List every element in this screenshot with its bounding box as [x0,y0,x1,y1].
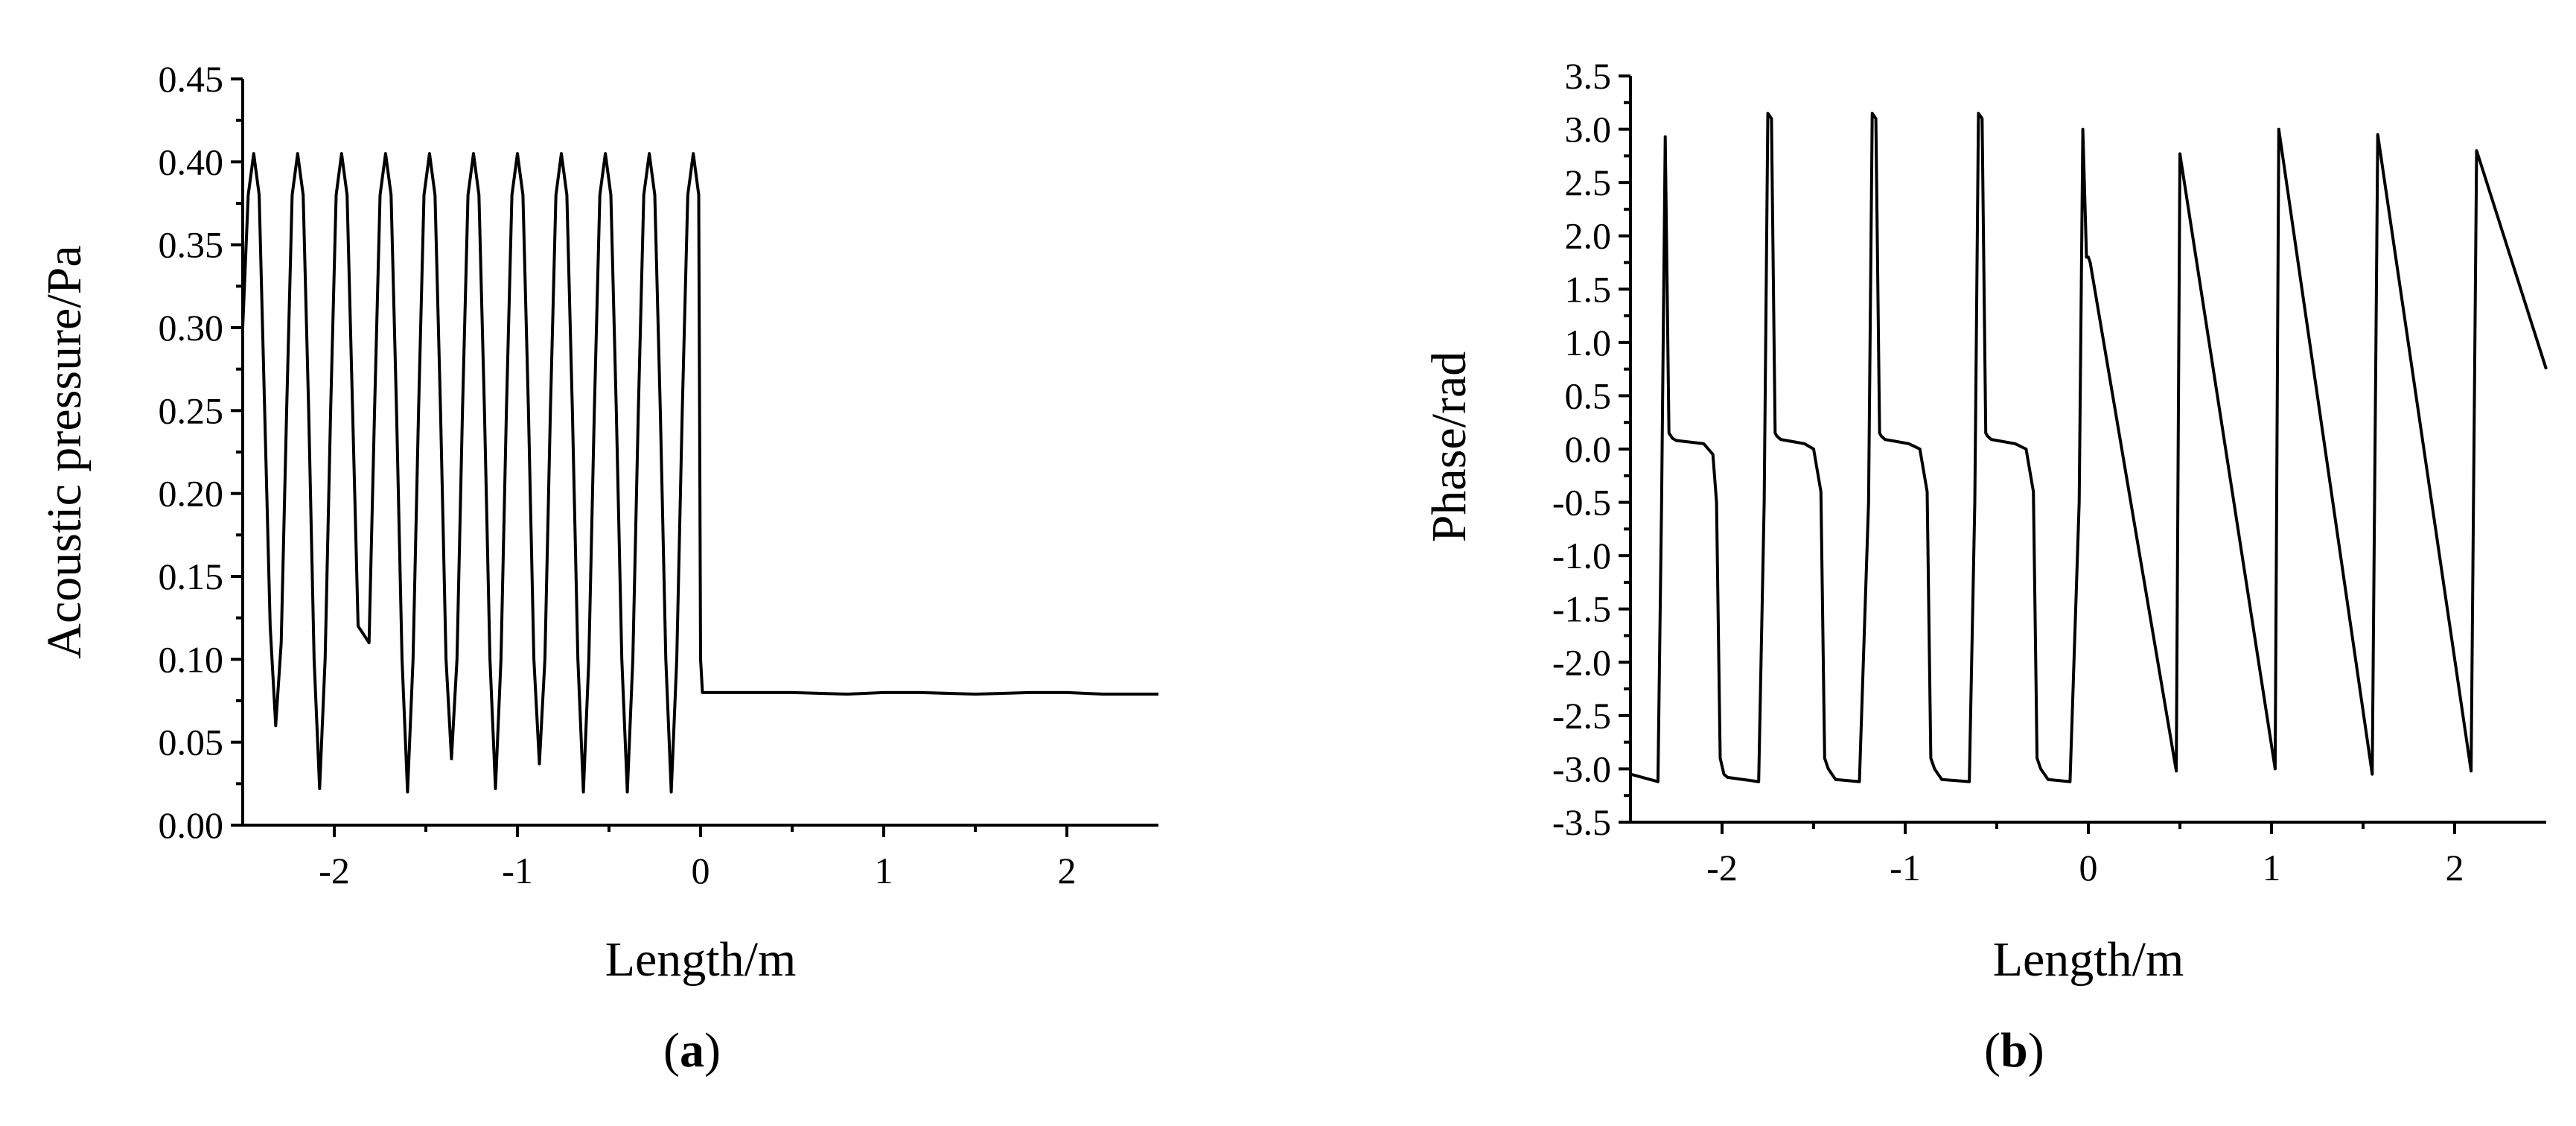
y-tick-label: 0.20 [159,473,224,515]
y-tick-label: 0.25 [159,389,224,431]
panel-a: -2 -1 0 1 2 0.00 0.05 0.10 0.15 0.20 0.25 0.30 0.35… [37,58,1158,1078]
panel-letter: b [2000,1023,2028,1078]
x-tick-label: 1 [2263,847,2281,888]
y-tick-label: 0.0 [1565,428,1612,470]
y-tick-label: -2.0 [1552,641,1611,683]
x-axis-title: Length/m [1993,932,2184,987]
y-tick-label: 1.0 [1565,322,1612,363]
y-tick-label: 2.5 [1565,162,1612,203]
panel-letter: a [680,1023,704,1078]
x-tick-label: 0 [2079,847,2098,888]
y-tick-label: 0.00 [159,804,224,846]
series-line [241,152,1158,794]
y-tick-label: 3.5 [1565,55,1612,97]
x-axis-title: Length/m [605,932,797,987]
y-tick-label: -1.5 [1552,588,1611,630]
x-ticks: -2 -1 0 1 2 [1706,822,2464,888]
y-tick-label: 3.0 [1565,109,1612,150]
x-tick-label: -2 [319,850,350,891]
y-tick-label: 2.0 [1565,215,1612,257]
x-tick-label: 1 [875,850,893,891]
x-tick-label: 0 [692,850,710,891]
x-ticks: -2 -1 0 1 2 [319,825,1077,891]
y-tick-label: 0.10 [159,638,224,680]
y-ticks: -3.5 -3.0 -2.5 -2.0 -1.5 -1.0 -0.5 0.0 0.5 1.0 1.5… [1552,55,1630,843]
y-tick-label: 1.5 [1565,268,1612,310]
y-axis-title: Phase/rad [1422,352,1476,543]
series-group [241,152,1158,794]
y-axis-title: Acoustic pressure/Pa [37,245,92,658]
y-tick-label: -3.5 [1552,801,1611,843]
y-tick-label: -0.5 [1552,482,1611,524]
series-group [1630,112,2548,783]
y-tick-label: -2.5 [1552,695,1611,737]
y-ticks: 0.00 0.05 0.10 0.15 0.20 0.25 0.30 0.35 0.40 0.45 [159,58,243,846]
y-tick-label: 0.30 [159,307,224,349]
y-tick-label: 0.45 [159,58,224,100]
y-tick-label: -3.0 [1552,748,1611,789]
y-tick-label: 0.15 [159,556,224,597]
x-tick-label: -1 [1890,847,1921,888]
y-tick-label: 0.5 [1565,375,1612,416]
y-tick-label: 0.35 [159,224,224,266]
x-tick-label: 2 [2446,847,2464,888]
x-tick-label: 2 [1058,850,1077,891]
y-tick-label: -1.0 [1552,535,1611,576]
y-tick-label: 0.05 [159,722,224,763]
panel-label: (a) [663,1023,721,1078]
x-tick-label: -1 [502,850,533,891]
panel-label: (b) [1984,1023,2044,1078]
panel-b: -2 -1 0 1 2 -3.5 -3.0 -2.5 -2.0 -1.5 -1.0 -0.5 0.0 0… [1422,55,2548,1078]
x-tick-label: -2 [1706,847,1738,888]
y-tick-label: 0.40 [159,141,224,182]
series-line [1630,112,2548,783]
